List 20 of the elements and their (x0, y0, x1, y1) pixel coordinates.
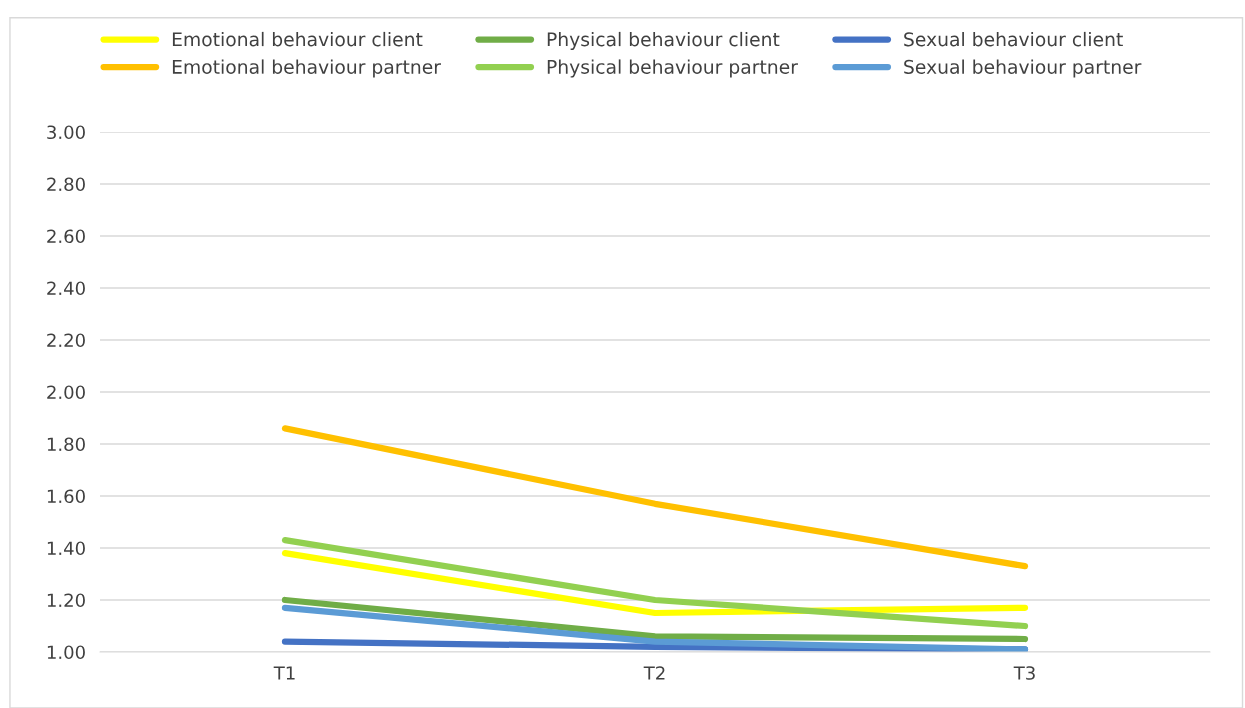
legend-label: Sexual behaviour partner (904, 59, 1142, 78)
x-tick-label: T1 (273, 666, 295, 680)
legend-label: Emotional behaviour client (172, 31, 423, 47)
x-tick-label: T3 (1013, 666, 1035, 680)
y-tick-label: 2.40 (47, 281, 85, 296)
y-tick-label: 2.00 (47, 385, 85, 400)
y-tick-label: 1.60 (47, 489, 85, 504)
y-tick-label: 1.40 (47, 541, 85, 556)
legend-label: Emotional behaviour partner (172, 59, 441, 78)
y-tick-label: 1.80 (47, 437, 85, 452)
y-tick-label: 1.20 (47, 593, 85, 608)
legend-label: Physical behaviour partner (547, 59, 798, 78)
y-tick-label: 2.20 (47, 333, 85, 348)
y-tick-label: 2.60 (47, 229, 85, 244)
x-tick-label: T2 (643, 666, 665, 680)
y-tick-label: 1.00 (47, 645, 85, 660)
legend-label: Sexual behaviour client (904, 31, 1123, 47)
y-tick-label: 2.80 (47, 177, 85, 192)
legend-label: Physical behaviour client (547, 31, 780, 51)
y-tick-label: 3.00 (47, 125, 85, 140)
